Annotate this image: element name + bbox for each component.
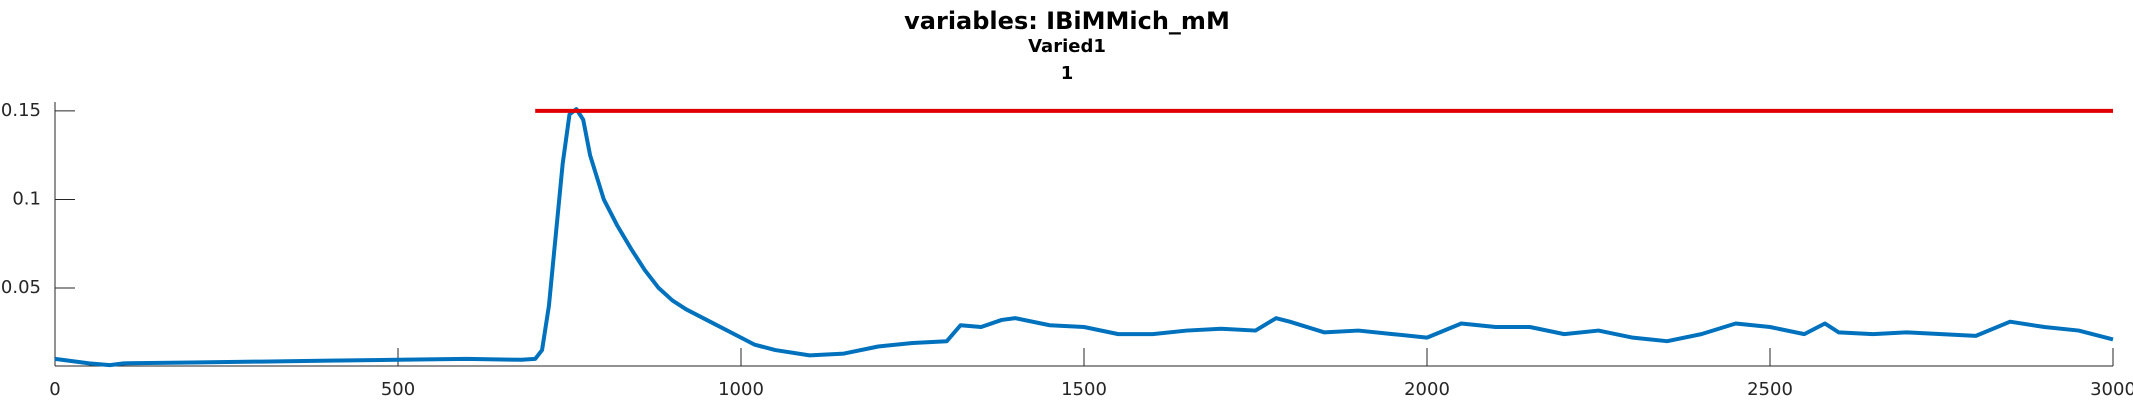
x-tick-label: 500: [381, 379, 415, 400]
y-tick-label: 0.1: [12, 188, 41, 209]
chart-subtitle: 1: [1061, 63, 1074, 84]
x-tick-label: 1000: [718, 379, 764, 400]
x-tick-label: 1500: [1061, 379, 1107, 400]
data-line: [54, 107, 2114, 368]
chart-title: variables: IBiMMich_mM: [904, 7, 1230, 35]
x-tick-label: 3000: [2090, 379, 2133, 400]
x-tick-label: 0: [49, 379, 60, 400]
chart-subtitle: Varied1: [1028, 36, 1106, 57]
x-tick-label: 2500: [1747, 379, 1793, 400]
x-tick-label: 2000: [1404, 379, 1450, 400]
y-tick-label: 0.15: [1, 100, 41, 121]
y-tick-label: 0.05: [1, 277, 41, 298]
